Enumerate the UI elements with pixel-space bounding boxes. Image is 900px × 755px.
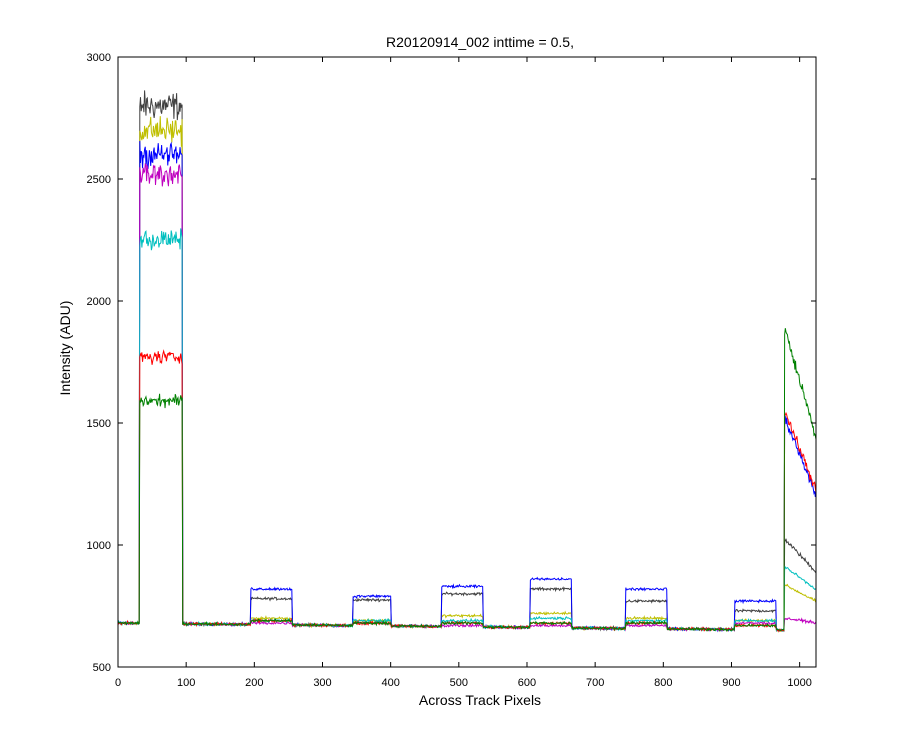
series-line-6 [117,349,817,633]
x-tick-label: 900 [722,677,740,689]
x-tick-label: 800 [654,677,672,689]
chart-title: R20120914_002 inttime = 0.5, [386,34,574,50]
y-tick-label: 2000 [87,296,111,308]
series-line-2 [117,116,817,633]
x-tick-label: 0 [115,677,121,689]
x-tick-label: 200 [245,677,263,689]
x-tick-label: 600 [518,677,536,689]
x-tick-label: 1000 [787,677,811,689]
y-tick-label: 500 [93,662,111,674]
series-line-3 [117,141,817,633]
x-tick-label: 700 [586,677,604,689]
y-tick-label: 1000 [87,540,111,552]
y-axis-title: Intensity (ADU) [57,301,73,396]
y-axis: 500 1000 1500 2000 2500 3000 [87,52,816,674]
x-tick-label: 500 [450,677,468,689]
y-tick-label: 1500 [87,418,111,430]
series-line-5 [117,228,817,633]
series-line-7 [117,328,817,632]
x-tick-label: 300 [313,677,331,689]
series-line-1 [117,90,817,632]
series-layer [117,90,817,633]
plot-frame [117,56,817,668]
x-tick-label: 100 [177,677,195,689]
x-tick-label: 400 [381,677,399,689]
x-axis-title: Across Track Pixels [419,692,541,708]
series-line-4 [117,162,817,633]
x-axis: 0 100 200 300 400 500 600 700 800 900 1000 [115,57,812,689]
y-tick-label: 3000 [87,52,111,64]
y-tick-label: 2500 [87,174,111,186]
